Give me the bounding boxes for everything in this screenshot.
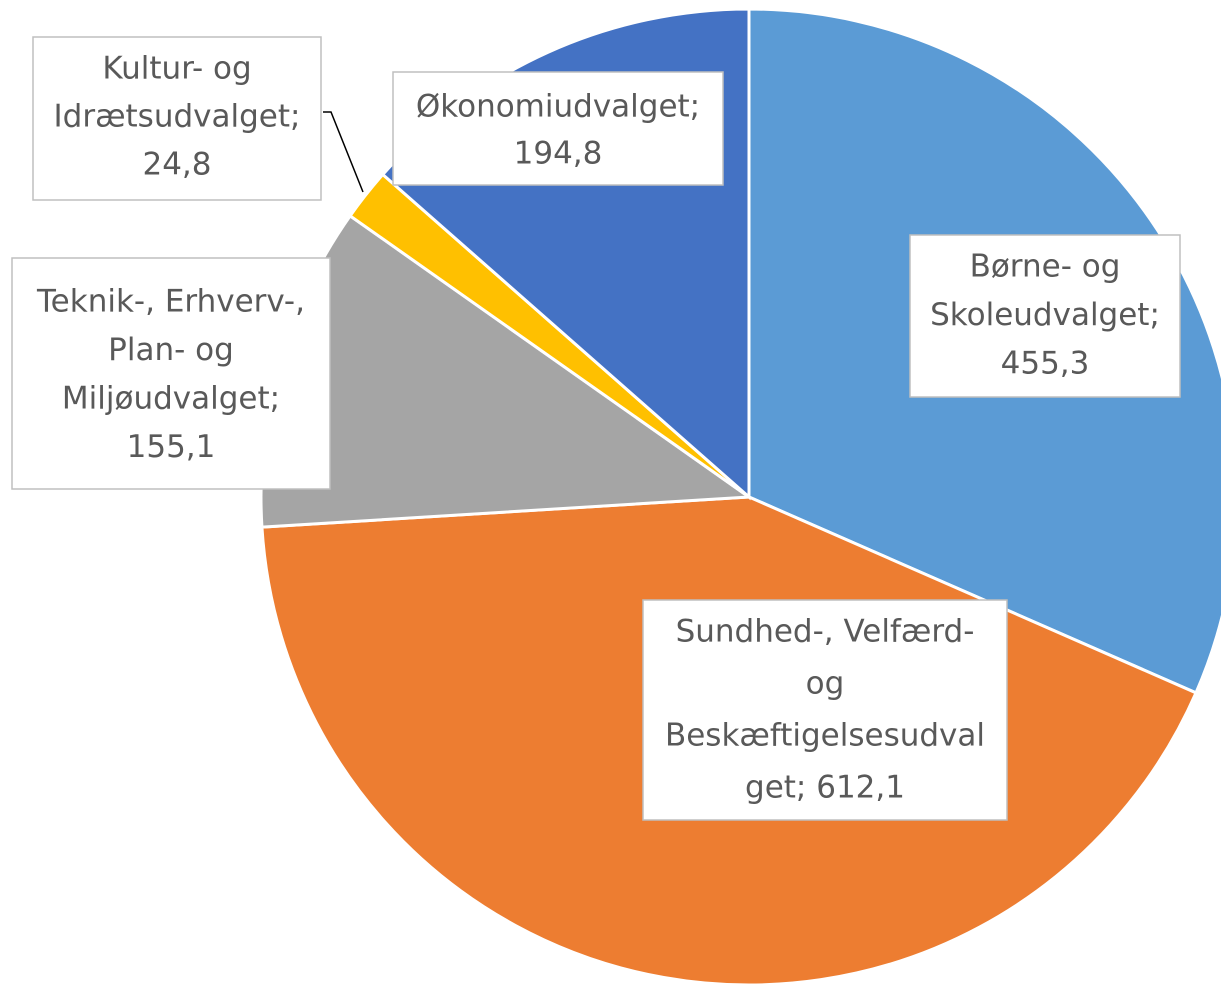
data-label: 455,3	[1001, 346, 1090, 382]
data-label: 24,8	[142, 147, 211, 183]
data-label: Børne- og	[970, 249, 1121, 285]
data-label: Beskæftigelsesudval	[665, 718, 985, 754]
data-label: Skoleudvalget;	[930, 297, 1160, 333]
leader-line	[323, 111, 364, 193]
data-label-box	[642, 599, 1008, 821]
data-label: Plan- og	[108, 332, 234, 368]
data-label-box	[909, 234, 1181, 398]
data-label: Idrætsudvalget;	[54, 99, 301, 135]
data-label-box	[11, 257, 331, 490]
data-label: 194,8	[514, 136, 603, 172]
data-label: Sundhed-, Velfærd-	[676, 614, 975, 650]
labels: Børne- og Skoleudvalget; 455,3 Sundhed-, Ve…	[11, 36, 1181, 821]
data-label: Økonomiudvalget;	[416, 89, 700, 125]
data-label-box	[32, 36, 322, 201]
data-label-box	[392, 71, 724, 186]
data-label: 155,1	[127, 429, 216, 465]
data-label: og	[806, 666, 845, 702]
data-label: Teknik-, Erhverv-,	[36, 284, 305, 320]
data-label: Kultur- og	[102, 51, 251, 87]
data-label: Miljøudvalget;	[62, 381, 280, 417]
data-label: get; 612,1	[745, 770, 905, 806]
